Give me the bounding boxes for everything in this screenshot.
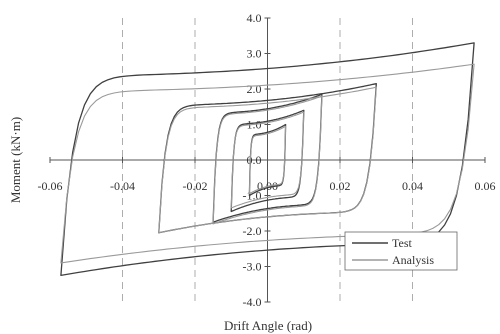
hysteresis-loop-analysis [230, 111, 305, 209]
hysteresis-loop-analysis [60, 63, 475, 264]
legend: Test Analysis [344, 231, 458, 271]
y-tick-label: -2.0 [243, 224, 262, 238]
series-curves [60, 42, 475, 277]
hysteresis-loop-test [248, 123, 287, 197]
hysteresis-loop-test [230, 109, 305, 213]
x-tick-label: -0.06 [38, 179, 63, 193]
y-tick-label: 2.0 [247, 82, 262, 96]
legend-label-test: Test [392, 236, 412, 250]
x-tick-label: 0.04 [402, 179, 423, 193]
y-tick-label: -3.0 [243, 260, 262, 274]
legend-box [344, 231, 458, 271]
x-tick-label: -0.02 [183, 179, 208, 193]
x-tick-label: -0.04 [110, 179, 135, 193]
y-tick-label: 0.0 [247, 153, 262, 167]
hysteresis-loop-analysis [158, 86, 377, 234]
hysteresis-loop-analysis [212, 95, 323, 225]
series-test [60, 42, 475, 277]
y-tick-label: 4.0 [247, 11, 262, 25]
y-axis-label: Moment (kN·m) [8, 117, 23, 203]
y-tick-label: -4.0 [243, 295, 262, 309]
y-tick-label: 3.0 [247, 47, 262, 61]
x-tick-label: 0.02 [330, 179, 351, 193]
legend-label-analysis: Analysis [392, 253, 434, 267]
x-tick-label: 0.06 [475, 179, 496, 193]
hysteresis-loop-test [60, 42, 475, 277]
x-axis-label: Drift Angle (rad) [224, 318, 312, 333]
series-analysis [60, 63, 475, 264]
hysteresis-loop-analysis [248, 125, 287, 195]
